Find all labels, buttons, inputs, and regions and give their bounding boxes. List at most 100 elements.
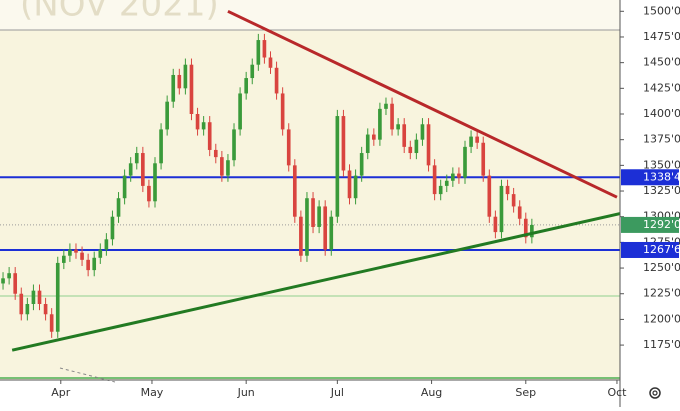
candle-body <box>299 216 303 256</box>
y-tick-label: 1400'0 <box>643 107 680 120</box>
candle-body <box>505 185 510 195</box>
candle-body <box>250 64 255 79</box>
candle-body <box>444 180 449 186</box>
candle-body <box>37 290 42 304</box>
candle-body <box>43 304 48 315</box>
trend-line <box>227 9 618 199</box>
candle-body <box>74 249 78 253</box>
candle-body <box>122 175 127 199</box>
candle-body <box>213 149 218 158</box>
candle-body <box>475 136 479 143</box>
settings-icon[interactable] <box>649 387 661 399</box>
candle-body <box>256 40 261 65</box>
level-label-box <box>621 241 679 258</box>
candle-body <box>353 175 358 199</box>
candle-body <box>244 78 248 94</box>
candle-body <box>286 129 291 166</box>
candle-body <box>62 255 66 263</box>
plot-band <box>0 0 620 30</box>
candle-body <box>49 314 54 332</box>
candle-body <box>481 142 486 176</box>
candle-body <box>426 124 431 166</box>
candle-body <box>517 206 522 219</box>
candle-body <box>195 114 200 130</box>
candle-body <box>171 74 176 102</box>
candle-body <box>311 198 315 227</box>
candle-body <box>305 198 309 256</box>
candle-body <box>280 93 285 130</box>
candle-body <box>292 165 297 217</box>
candle-body <box>55 262 60 332</box>
y-tick-label: 1500'0 <box>643 4 680 17</box>
candle-body <box>134 153 139 164</box>
plot <box>0 9 620 352</box>
candle-body <box>104 239 109 250</box>
candle-body <box>226 160 230 176</box>
candle-body <box>19 293 24 315</box>
candle-body <box>86 259 90 271</box>
candle-body <box>98 249 103 258</box>
candle-body <box>530 224 534 238</box>
candle-body <box>147 185 151 202</box>
y-tick-label: 1225'0 <box>643 287 680 300</box>
y-tick-label: 1425'0 <box>643 81 680 94</box>
y-tick-label: 1450'0 <box>643 56 680 69</box>
candle-body <box>420 124 425 140</box>
candle-body <box>7 273 11 279</box>
candle-body <box>232 129 236 161</box>
candle-body <box>372 134 376 140</box>
candle-body <box>335 116 340 217</box>
candle-body <box>153 163 157 202</box>
level-label-box <box>621 169 679 186</box>
candle-body <box>390 103 394 130</box>
candle-body <box>469 136 473 147</box>
x-tick-label: Aug <box>421 386 442 399</box>
y-tick-label: 1250'0 <box>643 261 680 274</box>
candle-body <box>207 122 212 150</box>
candle-body <box>189 64 194 114</box>
level-label-box <box>621 216 679 233</box>
candle-body <box>408 146 413 154</box>
x-tick-label: Sep <box>515 386 536 399</box>
candle-body <box>511 194 516 207</box>
candle-body <box>116 198 121 217</box>
watermark: (NOV 2021) <box>20 0 219 25</box>
candle-body <box>432 165 437 195</box>
y-tick-label: 1175'0 <box>643 338 680 351</box>
candle-body <box>487 175 492 217</box>
candle-body <box>463 146 467 178</box>
candle-body <box>499 185 504 233</box>
candle-body <box>220 157 224 176</box>
y-tick-label: 1475'0 <box>643 30 680 43</box>
candle-body <box>128 163 133 176</box>
candle-body <box>238 93 242 130</box>
x-tick-label: Apr <box>51 386 71 399</box>
candle-body <box>25 304 30 315</box>
candle-body <box>329 216 334 250</box>
candle-body <box>68 249 72 256</box>
candle-body <box>384 103 388 109</box>
candle-body <box>493 216 498 233</box>
trend-line <box>11 212 620 352</box>
candle-body <box>347 170 352 199</box>
y-tick-label: 1200'0 <box>643 312 680 325</box>
candle-body <box>414 139 419 154</box>
candle-body <box>262 40 267 58</box>
candle-body <box>110 216 115 240</box>
candle-body <box>378 108 382 140</box>
candle-body <box>396 124 400 130</box>
candle-body <box>365 134 370 154</box>
y-tick-label: 1350'0 <box>643 158 680 171</box>
candle-body <box>451 173 455 181</box>
axes: 1175'01200'01225'01250'01275'01300'01325… <box>51 4 680 399</box>
candle-body <box>13 273 18 294</box>
candle-body <box>317 206 321 227</box>
candle-body <box>92 257 97 271</box>
level-label: 1267'6 <box>643 243 680 256</box>
x-tick-label: May <box>141 386 164 399</box>
y-tick-label: 1325'0 <box>643 184 680 197</box>
y-tick-label: 1375'0 <box>643 133 680 146</box>
candle-body <box>177 74 182 89</box>
